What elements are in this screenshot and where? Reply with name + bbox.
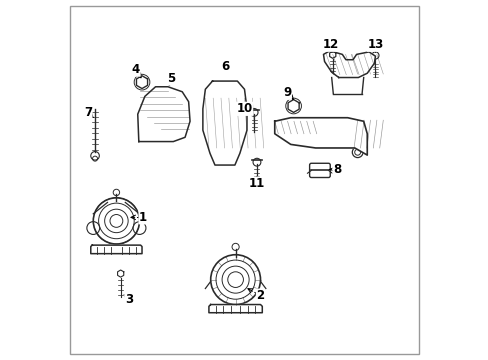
Text: 4: 4 — [132, 63, 140, 76]
Text: 7: 7 — [84, 106, 92, 119]
Polygon shape — [208, 305, 262, 313]
Text: 2: 2 — [256, 289, 264, 302]
Polygon shape — [287, 100, 299, 112]
Polygon shape — [274, 118, 366, 155]
Text: 11: 11 — [248, 177, 264, 190]
FancyBboxPatch shape — [309, 163, 329, 177]
Polygon shape — [203, 81, 246, 165]
Polygon shape — [323, 51, 375, 77]
Text: 6: 6 — [221, 60, 228, 73]
Text: 5: 5 — [167, 72, 175, 85]
Polygon shape — [117, 270, 123, 277]
Polygon shape — [329, 51, 335, 58]
Text: 8: 8 — [332, 163, 341, 176]
Polygon shape — [138, 87, 190, 141]
Text: 9: 9 — [283, 86, 291, 99]
Text: 12: 12 — [322, 38, 338, 51]
Polygon shape — [91, 245, 142, 254]
Text: 13: 13 — [366, 38, 383, 51]
Text: 1: 1 — [139, 211, 147, 224]
Polygon shape — [136, 76, 147, 89]
Text: 3: 3 — [124, 293, 133, 306]
Text: 10: 10 — [236, 102, 252, 115]
